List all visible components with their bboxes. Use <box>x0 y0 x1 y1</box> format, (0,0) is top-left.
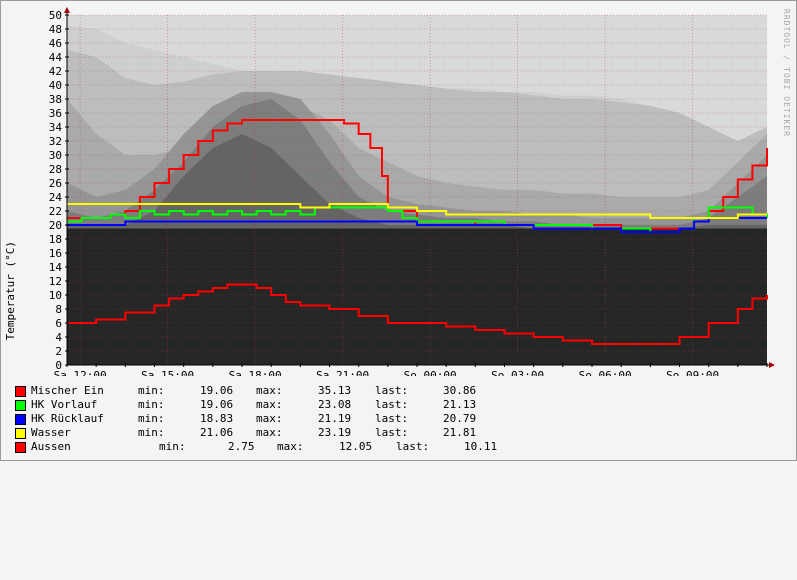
legend-max-value: 12.05 <box>339 440 373 453</box>
y-tick-label: 28 <box>49 163 62 176</box>
y-tick-label: 22 <box>49 205 62 218</box>
legend-max-label: max: <box>256 384 283 397</box>
y-tick-label: 42 <box>49 65 62 78</box>
legend-max-label: max: <box>256 426 283 439</box>
x-tick-label: So 00:00 <box>404 369 457 376</box>
legend-max-label: max: <box>256 412 283 425</box>
legend-row-mischer-ein: Mischer Ein min: 19.06 max: 35.13 last: … <box>15 384 476 398</box>
grid <box>67 14 767 365</box>
legend-min-label: min: <box>138 398 165 411</box>
legend-min-value: 19.06 <box>200 384 234 397</box>
series-lines <box>67 119 768 345</box>
legend-last-label: last: <box>375 426 409 439</box>
legend-name: Mischer Ein <box>31 384 104 397</box>
y-tick-label: 48 <box>49 23 62 36</box>
y-tick-label: 50 <box>49 9 62 22</box>
legend-last-label: last: <box>396 440 430 453</box>
legend-max-value: 23.19 <box>318 426 352 439</box>
y-tick-label: 12 <box>49 275 62 288</box>
legend-name: HK Rücklauf <box>31 412 104 425</box>
legend-min-label: min: <box>138 412 165 425</box>
legend-min-value: 18.83 <box>200 412 234 425</box>
axes <box>64 7 775 368</box>
legend-swatch <box>15 386 26 397</box>
series-line-hk-r-cklauf <box>67 217 767 233</box>
legend-last-value: 30.86 <box>443 384 477 397</box>
y-axis-label: Temperatur (°C) <box>4 241 17 341</box>
watermark-text: RRDTOOL / TOBI OETIKER <box>782 9 791 137</box>
x-tick-label: Sa 12:00 <box>54 369 107 376</box>
y-tick-label: 46 <box>49 37 62 50</box>
legend-last-label: last: <box>375 384 409 397</box>
y-tick-label: 8 <box>55 303 62 316</box>
legend-max-label: max: <box>256 398 283 411</box>
legend-max-value: 35.13 <box>318 384 352 397</box>
legend-last-label: last: <box>375 412 409 425</box>
legend-last-value: 10.11 <box>464 440 498 453</box>
legend-name: Wasser <box>31 426 71 439</box>
legend-min-value: 19.06 <box>200 398 234 411</box>
legend-min-value: 2.75 <box>228 440 255 453</box>
y-tick-label: 14 <box>49 261 63 274</box>
legend-min-label: min: <box>138 384 165 397</box>
legend-row-hk-vorlauf: HK Vorlauf min: 19.06 max: 23.08 last: 2… <box>15 398 476 412</box>
y-tick-label: 30 <box>49 149 62 162</box>
y-tick-label: 32 <box>49 135 62 148</box>
y-tick-label: 20 <box>49 219 62 232</box>
y-tick-label: 6 <box>55 317 62 330</box>
legend-swatch <box>15 428 26 439</box>
legend-row-hk-ruecklauf: HK Rücklauf min: 18.83 max: 21.19 last: … <box>15 412 476 426</box>
y-tick-labels: 0246810121416182022242628303234363840424… <box>49 9 63 372</box>
x-tick-label: So 03:00 <box>491 369 544 376</box>
y-axis-arrow <box>64 7 70 13</box>
y-tick-label: 34 <box>49 121 63 134</box>
x-tick-label: Sa 21:00 <box>316 369 369 376</box>
legend-swatch <box>15 414 26 425</box>
y-tick-label: 26 <box>49 177 62 190</box>
legend-max-value: 23.08 <box>318 398 352 411</box>
x-axis-arrow <box>769 362 775 368</box>
y-tick-label: 38 <box>49 93 62 106</box>
y-tick-label: 18 <box>49 233 62 246</box>
legend-row-wasser: Wasser min: 21.06 max: 23.19 last: 21.81 <box>15 426 476 440</box>
legend-name: Aussen <box>31 440 71 453</box>
y-tick-label: 0 <box>55 359 62 372</box>
legend-min-label: min: <box>159 440 186 453</box>
legend-swatch <box>15 442 26 453</box>
legend-swatch <box>15 400 26 411</box>
legend-row-aussen: Aussen min: 2.75 max: 12.05 last: 10.11 <box>15 440 497 454</box>
series-line-wasser <box>67 203 767 219</box>
temperature-chart: 0246810121416182022242628303234363840424… <box>49 7 775 376</box>
x-tick-label: So 09:00 <box>666 369 719 376</box>
x-tick-label: So 06:00 <box>579 369 632 376</box>
y-tick-label: 40 <box>49 79 62 92</box>
legend-name: HK Vorlauf <box>31 398 98 411</box>
legend-last-value: 20.79 <box>443 412 477 425</box>
y-tick-label: 2 <box>55 345 62 358</box>
legend-last-value: 21.81 <box>443 426 477 439</box>
y-tick-label: 16 <box>49 247 62 260</box>
y-tick-label: 4 <box>55 331 62 344</box>
x-tick-label: Sa 15:00 <box>141 369 194 376</box>
legend-last-label: last: <box>375 398 409 411</box>
legend-last-value: 21.13 <box>443 398 477 411</box>
series-line-aussen <box>67 283 768 345</box>
x-tick-labels: Sa 12:00 Sa 15:00 Sa 18:00 Sa 21:00 So 00:00… <box>54 369 719 376</box>
legend-max-value: 21.19 <box>318 412 352 425</box>
y-tick-label: 36 <box>49 107 62 120</box>
x-tick-label: Sa 18:00 <box>229 369 282 376</box>
y-tick-label: 24 <box>49 191 63 204</box>
legend-max-label: max: <box>277 440 304 453</box>
legend-min-label: min: <box>138 426 165 439</box>
legend-min-value: 21.06 <box>200 426 234 439</box>
y-tick-label: 44 <box>49 51 63 64</box>
graph-frame: 0 2 4 6 8 10 12 14 16 18 20 22 24 26 28 30 32 34 36 38 40 42 4… <box>0 0 797 461</box>
y-tick-label: 10 <box>49 289 62 302</box>
